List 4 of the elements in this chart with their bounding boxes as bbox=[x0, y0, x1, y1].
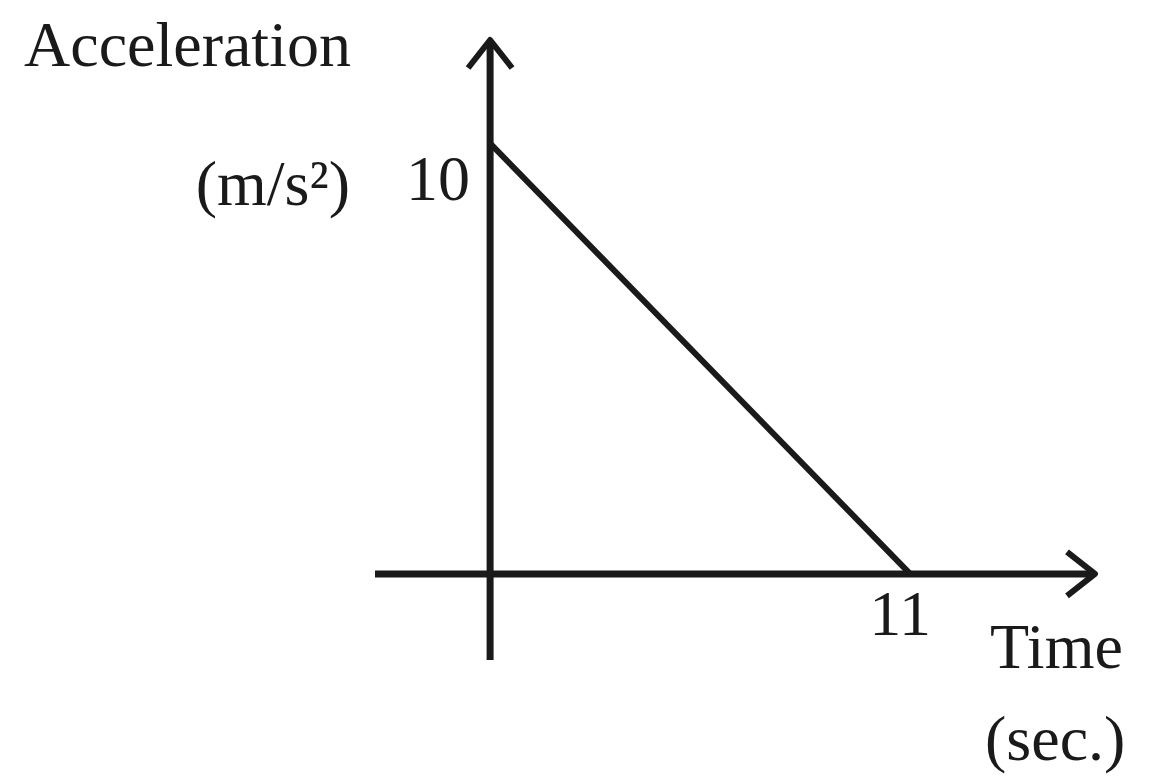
x-axis-title: Time (sec.) bbox=[985, 611, 1126, 774]
text: 11 bbox=[869, 577, 931, 649]
text: Acceleration (m/s²) bbox=[24, 9, 351, 219]
text: 10 bbox=[406, 143, 471, 215]
